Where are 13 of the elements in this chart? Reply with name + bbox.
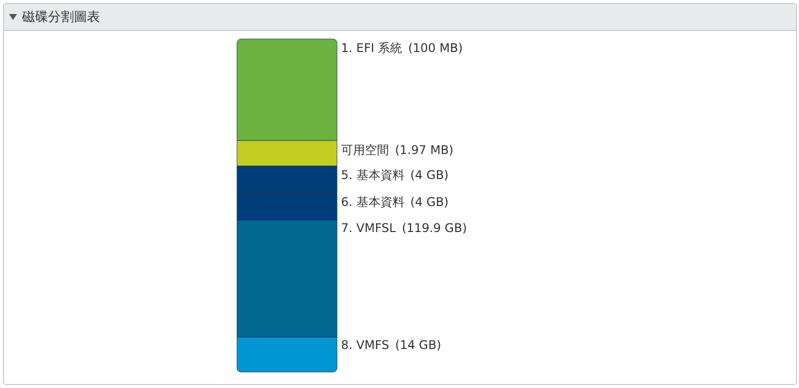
category-label: 6. 基本資料 xyxy=(341,195,404,210)
data-label: (4 GB) xyxy=(410,168,449,182)
data-label: (100 MB) xyxy=(408,41,463,55)
text: 磁碟分割圖表 xyxy=(22,9,100,26)
data-label: (119.9 GB) xyxy=(402,221,467,236)
data-label: (1.97 MB) xyxy=(395,142,454,156)
category-label: 1. EFI 系統 xyxy=(341,41,402,55)
data-label: (14 GB) xyxy=(395,338,442,352)
category-label: 7. VMFSL xyxy=(341,221,396,236)
category-label: 5. 基本資料 xyxy=(341,168,404,182)
category-label: 可用空間 xyxy=(341,142,389,156)
category-label: 8. VMFS xyxy=(341,338,390,352)
data-label: (4 GB) xyxy=(410,195,449,210)
